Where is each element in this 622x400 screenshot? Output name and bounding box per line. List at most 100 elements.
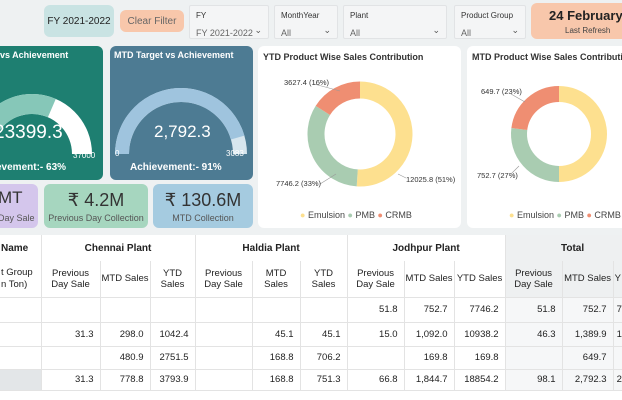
table-cell: 752.7: [404, 297, 455, 322]
sales-matrix: Name Chennai Plant Haldia Plant Jodhpur …: [0, 235, 622, 391]
ytd-target-card: vs Achievement 23399.3 37000 evement:- 6…: [0, 46, 103, 180]
fy-button[interactable]: FY 2021-2022: [44, 5, 114, 37]
donut-slice[interactable]: [558, 86, 607, 182]
table-cell: 7746.2: [454, 297, 506, 322]
table-cell: [100, 297, 151, 322]
legend-dot-pmb: ●: [347, 210, 353, 220]
ytd-donut: [307, 81, 413, 187]
table-cell: 1: [613, 322, 622, 346]
table-cell: 169.8: [454, 346, 506, 369]
row-label-cell: [0, 322, 42, 346]
table-row[interactable]: 480.9 2751.5 168.8 706.2 169.8 169.8 649.7: [0, 346, 622, 369]
ytd-gauge-max: 37000: [73, 151, 96, 160]
total-header: Total: [505, 235, 622, 261]
table-cell: 51.8: [347, 297, 405, 322]
table-cell: [195, 297, 253, 322]
mtd-label-crmb: 649.7 (23%): [481, 87, 522, 96]
donut-slice[interactable]: [356, 81, 413, 187]
haldia-mtd-header: MTD Sales: [252, 261, 301, 297]
product-group-slicer-value: All: [461, 28, 472, 38]
table-row[interactable]: 31.3 298.0 1042.4 45.1 45.1 15.0 1,092.0 10938.…: [0, 322, 622, 346]
table-cell: 3793.9: [150, 369, 196, 390]
table-cell: 66.8: [347, 369, 405, 390]
leader-line: [510, 93, 526, 103]
legend-crmb: CRMB: [594, 210, 621, 220]
table-cell: [613, 346, 622, 369]
chennai-mtd-header: MTD Sales: [100, 261, 151, 297]
haldia-ytd-header: YTD Sales: [300, 261, 348, 297]
table-cell: [252, 297, 301, 322]
mtd-legend: ● Emulsion ● PMB ● CRMB: [509, 210, 621, 220]
table-cell: 98.1: [505, 369, 563, 390]
mtd-collection-label: MTD Collection: [172, 213, 234, 223]
prev-day-collection-label: Previous Day Collection: [48, 213, 144, 223]
sales-table-panel: Name Chennai Plant Haldia Plant Jodhpur …: [0, 235, 622, 400]
fy-slicer-value: FY 2021-2022: [196, 28, 253, 38]
table-cell: [41, 346, 101, 369]
table-cell: 1,092.0: [404, 322, 455, 346]
measure-header-row: t Group n Ton) Previous Day Sale MTD Sale…: [0, 261, 622, 297]
table-cell: 168.8: [252, 369, 301, 390]
ytd-donut-title: YTD Product Wise Sales Contribution: [263, 52, 424, 62]
chevron-down-icon: ⌄: [432, 25, 440, 35]
leader-line: [319, 173, 337, 185]
mtd-donut-title: MTD Product Wise Sales Contribution: [472, 52, 622, 62]
table-cell: 45.1: [300, 322, 348, 346]
table-cell: [150, 297, 196, 322]
donut-slice[interactable]: [511, 127, 560, 182]
clear-filter-button[interactable]: Clear Filter: [120, 10, 184, 32]
table-cell: 10938.2: [454, 322, 506, 346]
leader-line: [313, 83, 341, 92]
table-cell: 51.8: [505, 297, 563, 322]
row-label-cell: [0, 369, 42, 390]
haldia-prev-header: Previous Day Sale: [195, 261, 253, 297]
table-cell: 649.7: [562, 346, 614, 369]
jodhpur-ytd-header: YTD Sales: [454, 261, 506, 297]
table-cell: 778.8: [100, 369, 151, 390]
mtd-gauge: [115, 88, 247, 155]
table-cell: 31.3: [41, 322, 101, 346]
group-header: t Group n Ton): [0, 261, 42, 297]
legend-dot-pmb: ●: [556, 210, 562, 220]
haldia-header: Haldia Plant: [195, 235, 348, 261]
legend-emulsion: Emulsion: [307, 210, 345, 220]
table-cell: 2751.5: [150, 346, 196, 369]
donut-slice[interactable]: [307, 105, 359, 187]
name-header: Name: [0, 235, 42, 261]
ytd-gauge-value: 23399.3: [0, 122, 63, 143]
refresh-date: 24 February: [549, 8, 622, 23]
table-cell: 46.3: [505, 322, 563, 346]
mtd-donut: [510, 86, 607, 182]
total-prev-header: Previous Day Sale: [505, 261, 563, 297]
plant-slicer-value: All: [350, 28, 361, 38]
donut-slice[interactable]: [315, 81, 361, 116]
mtd-label-pmb: 752.7 (27%): [477, 171, 518, 180]
prev-day-sale-value: MT: [0, 188, 23, 207]
legend-pmb: PMB: [564, 210, 584, 220]
fy-slicer[interactable]: FY FY 2021-2022 ⌄: [189, 5, 269, 39]
monthyear-slicer-label: MonthYear: [281, 11, 320, 20]
table-cell: 168.8: [252, 346, 301, 369]
leader-line: [397, 173, 407, 179]
table-cell: [195, 369, 253, 390]
donut-slice[interactable]: [511, 86, 560, 131]
table-row[interactable]: 31.3 778.8 3793.9 168.8 751.3 66.8 1,844.7 1885…: [0, 369, 622, 390]
table-cell: 2: [613, 369, 622, 390]
group-header-line1: t Group: [1, 266, 33, 278]
table-cell: [195, 322, 253, 346]
plant-slicer[interactable]: Plant All ⌄: [343, 5, 447, 39]
leader-line: [510, 165, 520, 175]
product-group-slicer[interactable]: Product Group All ⌄: [454, 5, 526, 39]
fy-slicer-label: FY: [196, 11, 207, 20]
legend-emulsion: Emulsion: [516, 210, 554, 220]
row-label-cell: [0, 346, 42, 369]
table-cell: 169.8: [404, 346, 455, 369]
table-row[interactable]: 51.8 752.7 7746.2 51.8 752.7 7: [0, 297, 622, 322]
table-cell: 15.0: [347, 322, 405, 346]
ytd-target-title: vs Achievement: [0, 50, 69, 60]
monthyear-slicer[interactable]: MonthYear All ⌄: [274, 5, 338, 39]
chennai-header: Chennai Plant: [41, 235, 196, 261]
table-cell: 1042.4: [150, 322, 196, 346]
legend-dot-emulsion: ●: [509, 210, 515, 220]
chevron-down-icon: ⌄: [254, 25, 262, 35]
